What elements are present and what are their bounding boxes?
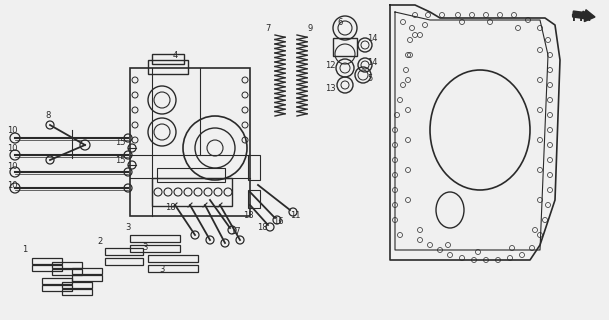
- Bar: [52, 262, 82, 268]
- Text: 14: 14: [367, 58, 377, 67]
- Bar: [42, 285, 72, 291]
- Bar: [148, 255, 198, 262]
- Text: 13: 13: [325, 84, 336, 92]
- Bar: [130, 245, 180, 252]
- Text: 10: 10: [7, 125, 17, 134]
- Text: 7: 7: [266, 23, 270, 33]
- Text: 10: 10: [7, 180, 17, 189]
- Text: 6: 6: [337, 18, 343, 27]
- Bar: [152, 178, 232, 206]
- Bar: [62, 289, 92, 295]
- Text: 11: 11: [290, 211, 300, 220]
- Bar: [32, 258, 62, 264]
- Text: 12: 12: [325, 60, 335, 69]
- Text: 3: 3: [125, 223, 131, 233]
- Text: 3: 3: [160, 266, 164, 275]
- Bar: [105, 248, 143, 255]
- Text: 1: 1: [23, 245, 27, 254]
- Text: 2: 2: [97, 237, 103, 246]
- Bar: [130, 68, 250, 216]
- Bar: [105, 258, 143, 265]
- Bar: [52, 269, 82, 275]
- Text: 14: 14: [367, 34, 377, 43]
- Text: 10: 10: [7, 162, 17, 171]
- FancyArrow shape: [572, 10, 595, 21]
- Bar: [72, 268, 102, 274]
- Bar: [152, 54, 184, 64]
- Bar: [157, 168, 225, 182]
- Bar: [248, 190, 260, 208]
- Bar: [130, 235, 180, 242]
- Text: 18: 18: [243, 211, 253, 220]
- Text: 8: 8: [45, 110, 51, 119]
- Bar: [148, 265, 198, 272]
- Text: FR.: FR.: [572, 13, 591, 23]
- Text: 15: 15: [114, 156, 125, 164]
- Text: 15: 15: [114, 138, 125, 147]
- Text: 16: 16: [273, 218, 283, 227]
- Bar: [333, 38, 357, 56]
- Bar: [62, 282, 92, 288]
- Bar: [248, 155, 260, 180]
- Bar: [72, 275, 102, 281]
- Text: 10: 10: [7, 143, 17, 153]
- Text: 18: 18: [256, 223, 267, 233]
- Bar: [32, 265, 62, 271]
- Text: 4: 4: [172, 51, 178, 60]
- Bar: [148, 60, 188, 74]
- Text: 9: 9: [308, 23, 312, 33]
- Text: 5: 5: [367, 74, 373, 83]
- Text: 17: 17: [230, 228, 241, 236]
- Bar: [42, 278, 72, 284]
- Text: 18: 18: [164, 204, 175, 212]
- Text: 3: 3: [143, 244, 148, 252]
